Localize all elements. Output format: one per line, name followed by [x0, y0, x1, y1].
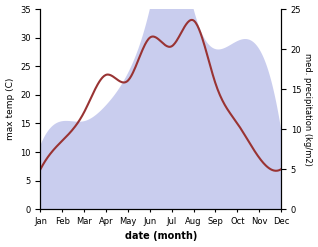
Y-axis label: max temp (C): max temp (C) [5, 78, 15, 140]
X-axis label: date (month): date (month) [125, 231, 197, 242]
Y-axis label: med. precipitation (kg/m2): med. precipitation (kg/m2) [303, 53, 313, 165]
